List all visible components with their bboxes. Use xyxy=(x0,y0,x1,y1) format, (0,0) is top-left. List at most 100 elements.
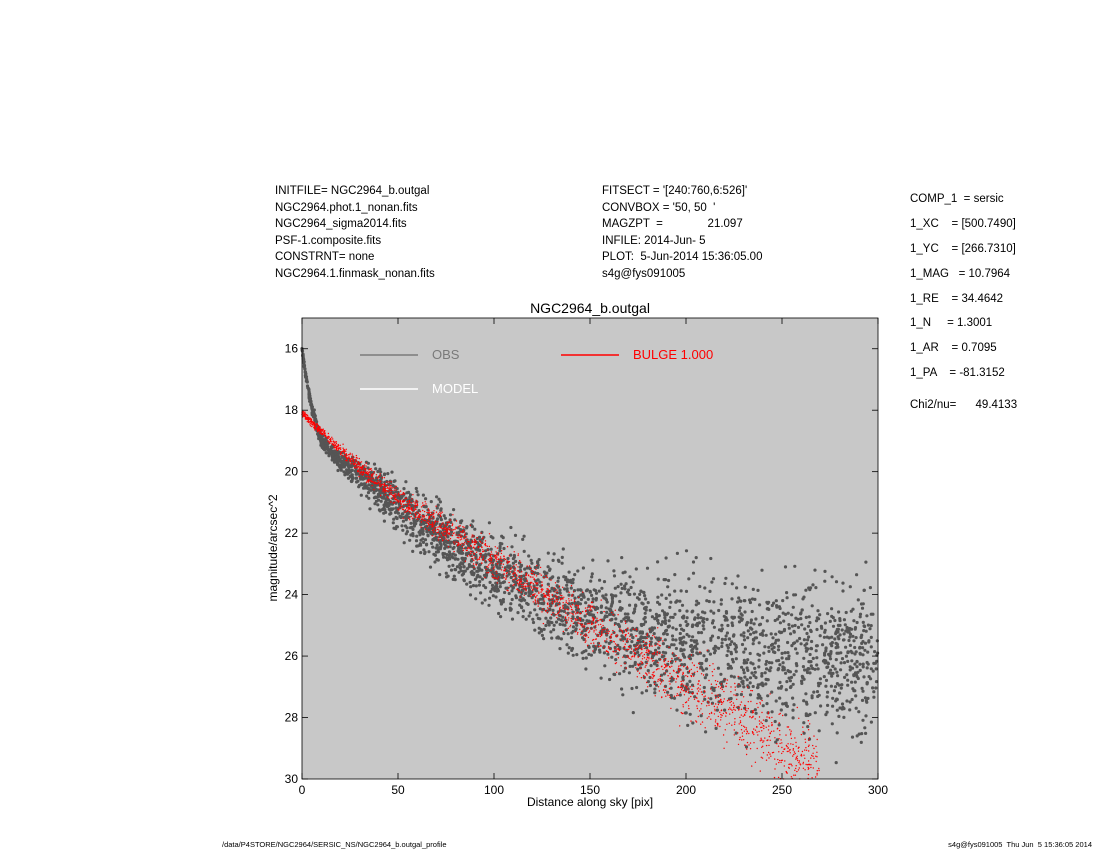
bulge-point xyxy=(717,722,719,725)
obs-point xyxy=(769,632,773,636)
obs-point xyxy=(789,632,793,636)
bulge-point xyxy=(767,713,769,715)
bulge-point xyxy=(807,720,809,722)
bulge-point xyxy=(317,425,320,427)
bulge-point xyxy=(558,585,561,587)
bulge-point xyxy=(691,693,694,695)
bulge-point xyxy=(547,588,549,590)
bulge-point xyxy=(761,730,763,732)
obs-point xyxy=(786,651,790,655)
obs-point xyxy=(411,532,415,536)
bulge-point xyxy=(579,619,582,622)
bulge-point xyxy=(438,525,441,527)
obs-point xyxy=(654,612,659,617)
bulge-point xyxy=(362,473,365,475)
bulge-point xyxy=(487,571,490,574)
obs-point xyxy=(864,731,868,736)
bulge-point xyxy=(396,500,398,502)
bulge-point xyxy=(482,549,484,551)
obs-point xyxy=(378,509,382,513)
bulge-point xyxy=(413,509,415,511)
bulge-point xyxy=(469,547,471,549)
obs-point xyxy=(652,662,657,666)
bulge-point xyxy=(653,683,656,686)
bulge-point xyxy=(587,627,589,629)
obs-point xyxy=(754,636,759,640)
obs-point xyxy=(790,644,794,648)
obs-point xyxy=(498,541,502,546)
bulge-point xyxy=(395,493,397,495)
bulge-point xyxy=(798,767,800,769)
obs-point xyxy=(637,597,641,601)
bulge-point xyxy=(439,514,442,516)
bulge-point xyxy=(759,740,761,742)
bulge-point xyxy=(359,461,361,464)
bulge-point xyxy=(696,666,698,669)
obs-point xyxy=(811,666,815,671)
obs-point xyxy=(541,597,545,601)
obs-point xyxy=(369,470,373,475)
bulge-point xyxy=(379,485,381,488)
obs-point xyxy=(657,636,661,640)
bulge-point xyxy=(431,521,434,524)
bulge-point xyxy=(815,760,817,763)
bulge-point xyxy=(779,742,781,745)
bulge-point xyxy=(439,511,441,514)
bulge-point xyxy=(714,680,717,682)
obs-point xyxy=(307,391,311,395)
obs-point xyxy=(785,680,789,684)
obs-point xyxy=(754,711,758,715)
bulge-point xyxy=(581,626,583,628)
bulge-point xyxy=(753,728,755,730)
bulge-point xyxy=(355,463,357,465)
bulge-point xyxy=(396,494,399,496)
bulge-point xyxy=(651,674,653,676)
bulge-point xyxy=(624,620,626,622)
bulge-point xyxy=(533,586,535,588)
bulge-point xyxy=(796,706,798,709)
obs-point xyxy=(826,612,830,616)
bulge-point xyxy=(558,601,561,603)
bulge-point xyxy=(741,724,743,727)
obs-point xyxy=(439,507,443,511)
bulge-point xyxy=(782,750,784,753)
obs-point xyxy=(753,666,757,671)
bulge-point xyxy=(662,640,664,642)
bulge-point xyxy=(319,428,322,430)
obs-point xyxy=(552,552,556,556)
bulge-point xyxy=(645,658,648,660)
bulge-point xyxy=(651,645,653,647)
bulge-point xyxy=(607,651,610,653)
bulge-point xyxy=(732,702,735,704)
obs-point xyxy=(347,464,351,468)
bulge-point xyxy=(357,465,360,468)
bulge-point xyxy=(333,442,336,444)
bulge-point xyxy=(506,575,508,577)
obs-point xyxy=(465,526,469,530)
obs-point xyxy=(748,626,753,630)
bulge-point xyxy=(562,602,564,604)
bulge-point xyxy=(423,515,425,518)
bulge-point xyxy=(616,634,619,636)
bulge-point xyxy=(470,545,472,547)
obs-point xyxy=(546,565,550,569)
obs-point xyxy=(703,676,707,680)
obs-point xyxy=(472,567,476,571)
bulge-point xyxy=(690,654,693,656)
obs-point xyxy=(565,589,569,593)
obs-point xyxy=(668,593,672,597)
bulge-point xyxy=(545,596,547,598)
obs-point xyxy=(504,586,508,590)
bulge-point xyxy=(505,578,507,581)
bulge-point xyxy=(359,472,361,474)
bulge-point xyxy=(677,675,679,677)
obs-point xyxy=(673,589,677,593)
obs-point xyxy=(551,558,555,563)
obs-point xyxy=(643,611,647,615)
bulge-point xyxy=(357,466,359,469)
obs-point xyxy=(809,664,813,668)
obs-point xyxy=(527,614,531,618)
obs-point xyxy=(646,601,650,605)
obs-point xyxy=(459,561,463,565)
bulge-point xyxy=(686,665,688,668)
